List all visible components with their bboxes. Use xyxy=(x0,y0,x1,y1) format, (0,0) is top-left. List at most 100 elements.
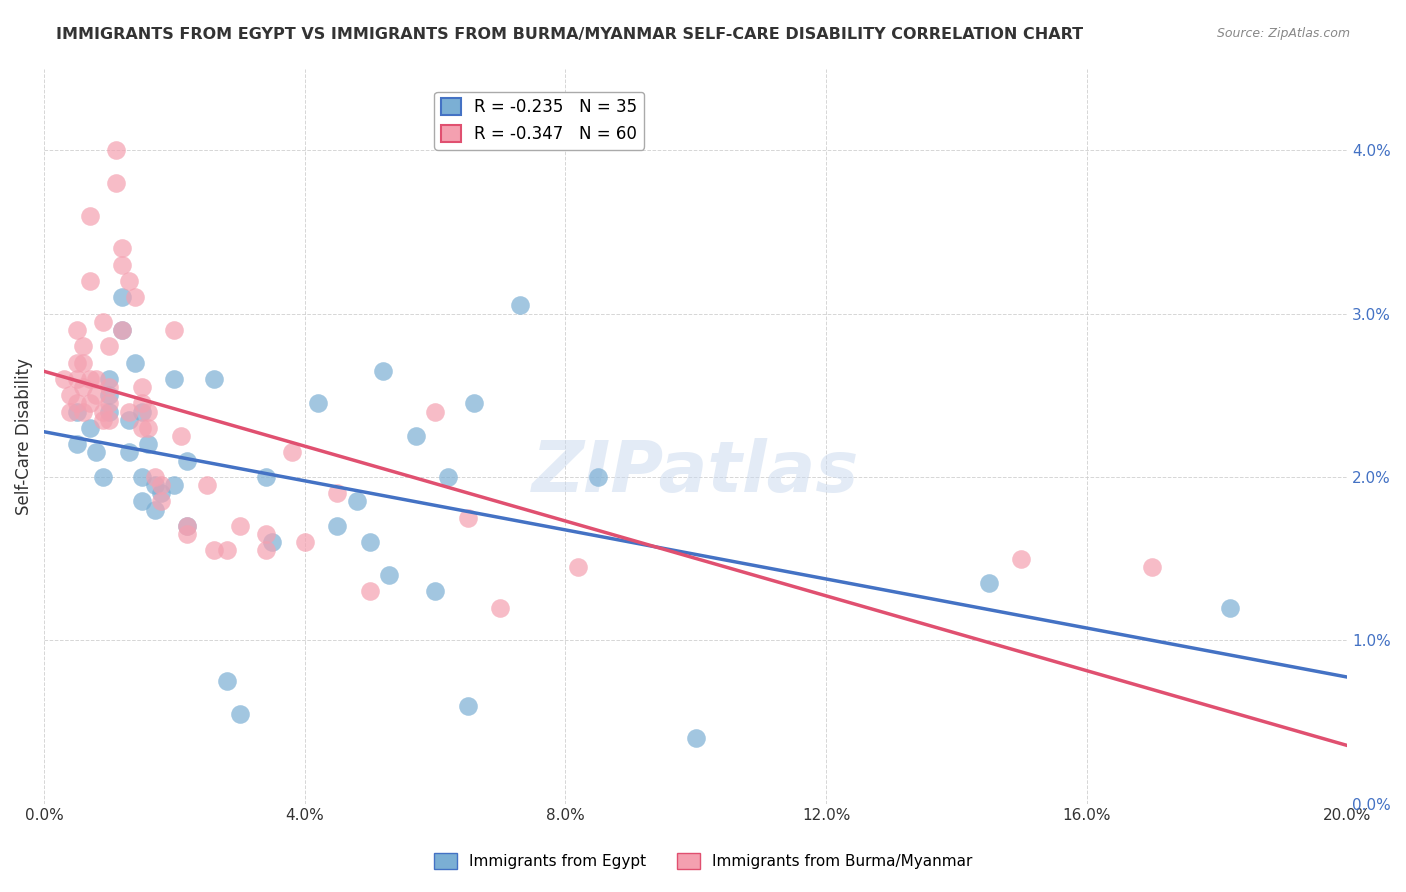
Point xyxy=(98,388,121,402)
Point xyxy=(84,372,107,386)
Point xyxy=(176,453,198,467)
Point xyxy=(202,372,225,386)
Point xyxy=(150,486,173,500)
Point xyxy=(378,568,401,582)
Point xyxy=(66,355,89,369)
Point xyxy=(131,380,153,394)
Point xyxy=(91,315,114,329)
Point xyxy=(72,339,94,353)
Point xyxy=(195,478,218,492)
Point xyxy=(72,380,94,394)
Point xyxy=(66,323,89,337)
Point xyxy=(163,478,186,492)
Point xyxy=(111,323,134,337)
Point xyxy=(294,535,316,549)
Point xyxy=(124,355,146,369)
Point xyxy=(131,470,153,484)
Point xyxy=(111,323,134,337)
Point xyxy=(215,543,238,558)
Point xyxy=(59,388,82,402)
Point xyxy=(977,576,1000,591)
Point xyxy=(176,527,198,541)
Legend: R = -0.235   N = 35, R = -0.347   N = 60: R = -0.235 N = 35, R = -0.347 N = 60 xyxy=(434,92,644,150)
Point xyxy=(437,470,460,484)
Point xyxy=(84,445,107,459)
Point xyxy=(163,372,186,386)
Point xyxy=(143,502,166,516)
Point xyxy=(104,176,127,190)
Point xyxy=(98,396,121,410)
Point xyxy=(170,429,193,443)
Point xyxy=(118,274,141,288)
Point xyxy=(72,355,94,369)
Point xyxy=(150,494,173,508)
Point xyxy=(111,290,134,304)
Point xyxy=(371,364,394,378)
Point xyxy=(98,413,121,427)
Point xyxy=(59,404,82,418)
Point xyxy=(98,372,121,386)
Point xyxy=(79,209,101,223)
Point xyxy=(228,706,250,721)
Point xyxy=(111,258,134,272)
Point xyxy=(262,535,284,549)
Point xyxy=(98,404,121,418)
Point xyxy=(280,445,302,459)
Point xyxy=(1140,559,1163,574)
Point xyxy=(457,510,479,524)
Point xyxy=(79,372,101,386)
Point xyxy=(176,519,198,533)
Y-axis label: Self-Care Disability: Self-Care Disability xyxy=(15,358,32,515)
Point xyxy=(509,298,531,312)
Point xyxy=(586,470,609,484)
Point xyxy=(489,600,512,615)
Point xyxy=(111,241,134,255)
Point xyxy=(150,478,173,492)
Point xyxy=(228,519,250,533)
Point xyxy=(66,372,89,386)
Point xyxy=(423,404,446,418)
Point xyxy=(79,396,101,410)
Point xyxy=(176,519,198,533)
Point xyxy=(138,437,160,451)
Point xyxy=(66,404,89,418)
Point xyxy=(457,698,479,713)
Legend: Immigrants from Egypt, Immigrants from Burma/Myanmar: Immigrants from Egypt, Immigrants from B… xyxy=(427,847,979,875)
Point xyxy=(254,470,277,484)
Text: Source: ZipAtlas.com: Source: ZipAtlas.com xyxy=(1216,27,1350,40)
Point xyxy=(463,396,485,410)
Point xyxy=(84,388,107,402)
Point xyxy=(118,404,141,418)
Point xyxy=(307,396,329,410)
Point xyxy=(567,559,589,574)
Point xyxy=(118,445,141,459)
Text: IMMIGRANTS FROM EGYPT VS IMMIGRANTS FROM BURMA/MYANMAR SELF-CARE DISABILITY CORR: IMMIGRANTS FROM EGYPT VS IMMIGRANTS FROM… xyxy=(56,27,1084,42)
Point xyxy=(91,413,114,427)
Point xyxy=(143,478,166,492)
Point xyxy=(79,274,101,288)
Point xyxy=(359,535,381,549)
Point xyxy=(104,143,127,157)
Point xyxy=(359,584,381,599)
Point xyxy=(91,470,114,484)
Text: ZIPatlas: ZIPatlas xyxy=(531,438,859,508)
Point xyxy=(79,421,101,435)
Point xyxy=(118,413,141,427)
Point xyxy=(131,421,153,435)
Point xyxy=(1219,600,1241,615)
Point xyxy=(131,404,153,418)
Point xyxy=(202,543,225,558)
Point xyxy=(138,404,160,418)
Point xyxy=(405,429,427,443)
Point xyxy=(326,486,349,500)
Point xyxy=(124,290,146,304)
Point xyxy=(52,372,75,386)
Point xyxy=(346,494,368,508)
Point xyxy=(131,494,153,508)
Point xyxy=(163,323,186,337)
Point xyxy=(91,404,114,418)
Point xyxy=(215,674,238,689)
Point xyxy=(254,543,277,558)
Point xyxy=(1011,551,1033,566)
Point xyxy=(423,584,446,599)
